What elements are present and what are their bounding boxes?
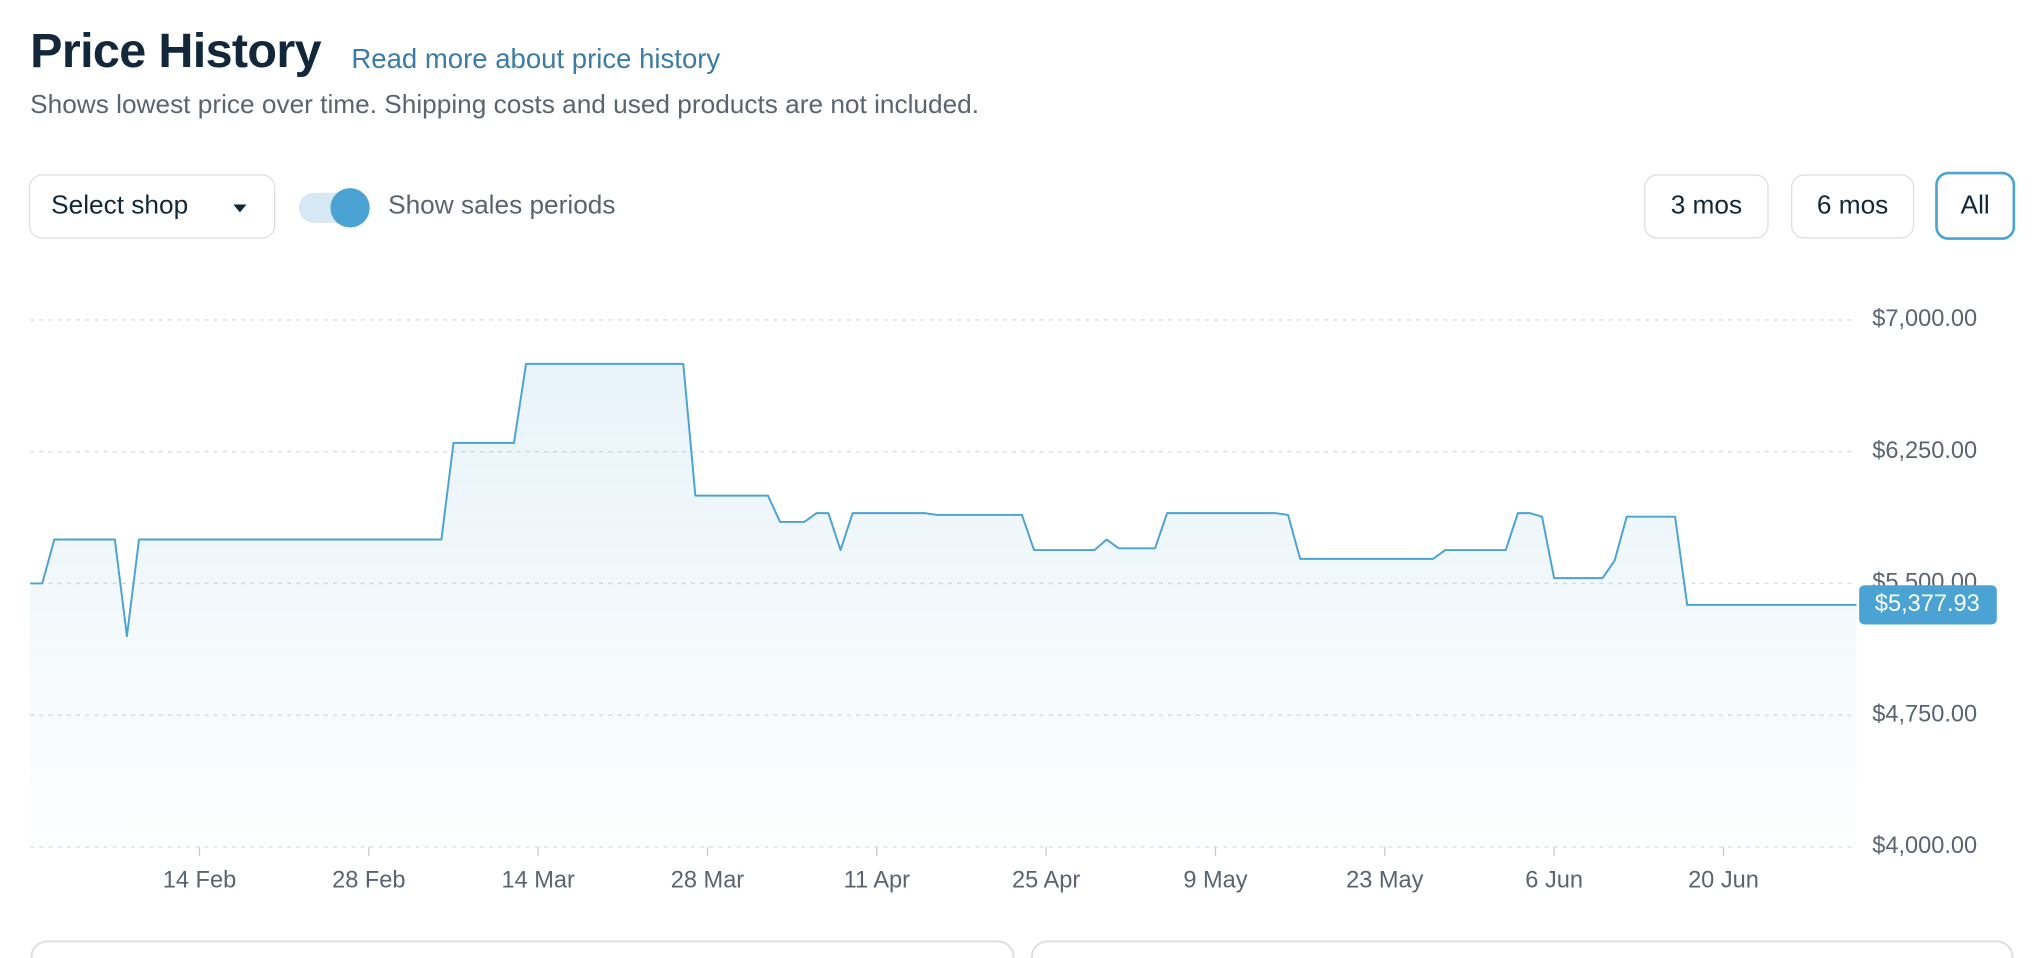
sales-toggle-label: Show sales periods (388, 191, 616, 221)
card (30, 940, 1015, 958)
sales-toggle[interactable] (296, 184, 375, 231)
x-tick-label: 14 Feb (163, 866, 236, 892)
y-tick-label: $7,000.00 (1872, 305, 1977, 331)
caret (233, 204, 247, 213)
price-badge (1859, 585, 1997, 625)
title: Price History (30, 23, 321, 78)
price-badge-label: $5,377.93 (1875, 590, 1980, 616)
shop-select-label: Select shop (51, 191, 189, 221)
x-tick-label: 28 Feb (332, 866, 405, 892)
range-button[interactable]: 6 mos (1790, 174, 1915, 239)
x-tick-label: 23 May (1346, 866, 1424, 892)
y-tick-label: $4,750.00 (1872, 700, 1977, 726)
x-tick-label: 11 Apr (844, 866, 911, 892)
line (30, 362, 1857, 638)
area (30, 363, 1857, 847)
x-tick-label: 25 Apr (1012, 866, 1080, 892)
x-tick-label: 9 May (1183, 866, 1247, 892)
x-tick-label: 6 Jun (1525, 866, 1583, 892)
x-tick-label: 20 Jun (1688, 866, 1759, 892)
toggle-knob (330, 188, 370, 228)
subtitle: Shows lowest price over time. Shipping c… (30, 90, 980, 120)
range-button[interactable]: 3 mos (1644, 174, 1769, 239)
read-more-link[interactable]: Read more about price history (351, 44, 721, 75)
shop-select[interactable]: Select shop (28, 174, 276, 239)
y-tick-label: $4,000.00 (1872, 832, 1977, 858)
x-tick-label: 28 Mar (671, 866, 745, 892)
range-button[interactable]: All (1935, 171, 2016, 240)
x-tick-label: 14 Mar (501, 866, 575, 892)
y-tick-label: $6,250.00 (1872, 437, 1977, 463)
card (1030, 940, 2014, 958)
